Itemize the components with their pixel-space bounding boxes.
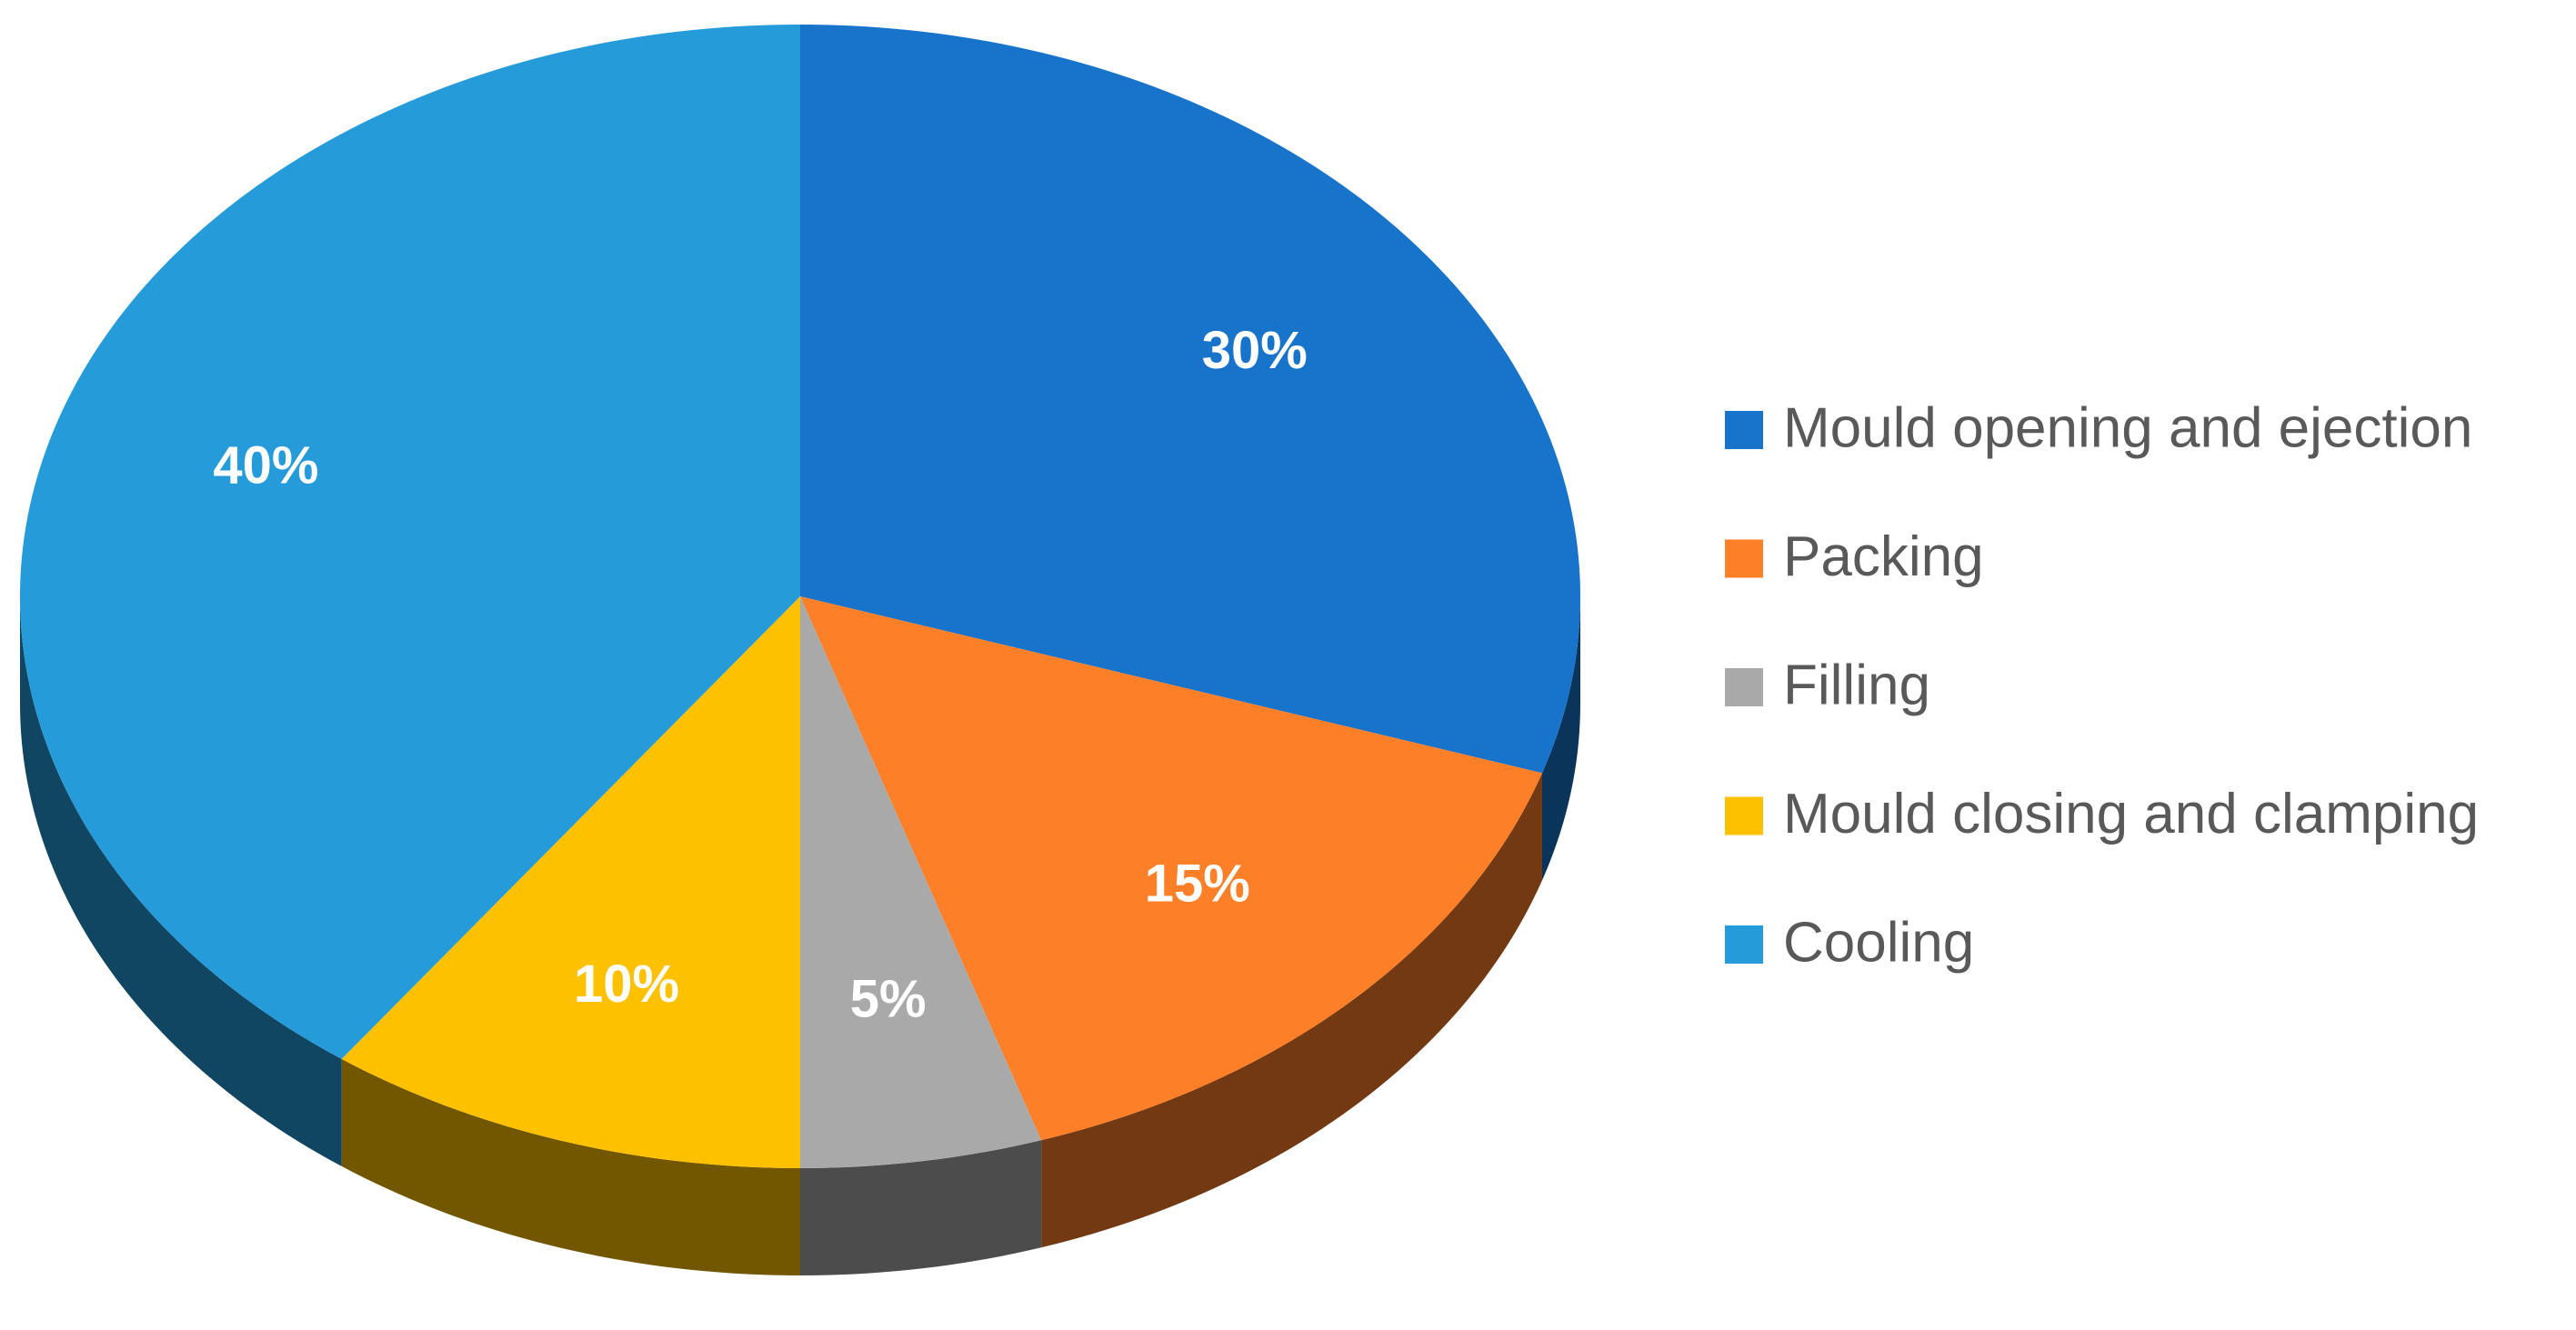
slice: [800, 596, 1042, 1168]
slice: [341, 596, 800, 1168]
legend-swatch: [1725, 925, 1763, 964]
slice: [20, 25, 800, 1059]
legend-label: Cooling: [1783, 911, 1974, 974]
slice: [800, 596, 1543, 1141]
slice-side: [1041, 773, 1543, 1248]
legend-swatch: [1725, 411, 1763, 449]
legend-swatch: [1725, 668, 1763, 706]
slice-side: [341, 1058, 800, 1275]
legend-label: Mould opening and ejection: [1783, 396, 2472, 459]
legend-swatch: [1725, 796, 1763, 835]
slice-side: [1542, 596, 1580, 881]
legend-swatch: [1725, 539, 1763, 578]
data-label: 10%: [574, 955, 679, 1014]
legend-label: Packing: [1783, 525, 1984, 588]
legend-label: Filling: [1783, 654, 1930, 716]
data-label: 30%: [1202, 321, 1308, 380]
slice-side: [20, 596, 342, 1166]
slice: [800, 25, 1580, 774]
legend-label: Mould closing and clamping: [1783, 783, 2479, 845]
data-label: 40%: [213, 435, 318, 495]
data-label: 5%: [850, 970, 927, 1029]
slice-side: [800, 1140, 1042, 1275]
data-label: 15%: [1145, 855, 1250, 914]
